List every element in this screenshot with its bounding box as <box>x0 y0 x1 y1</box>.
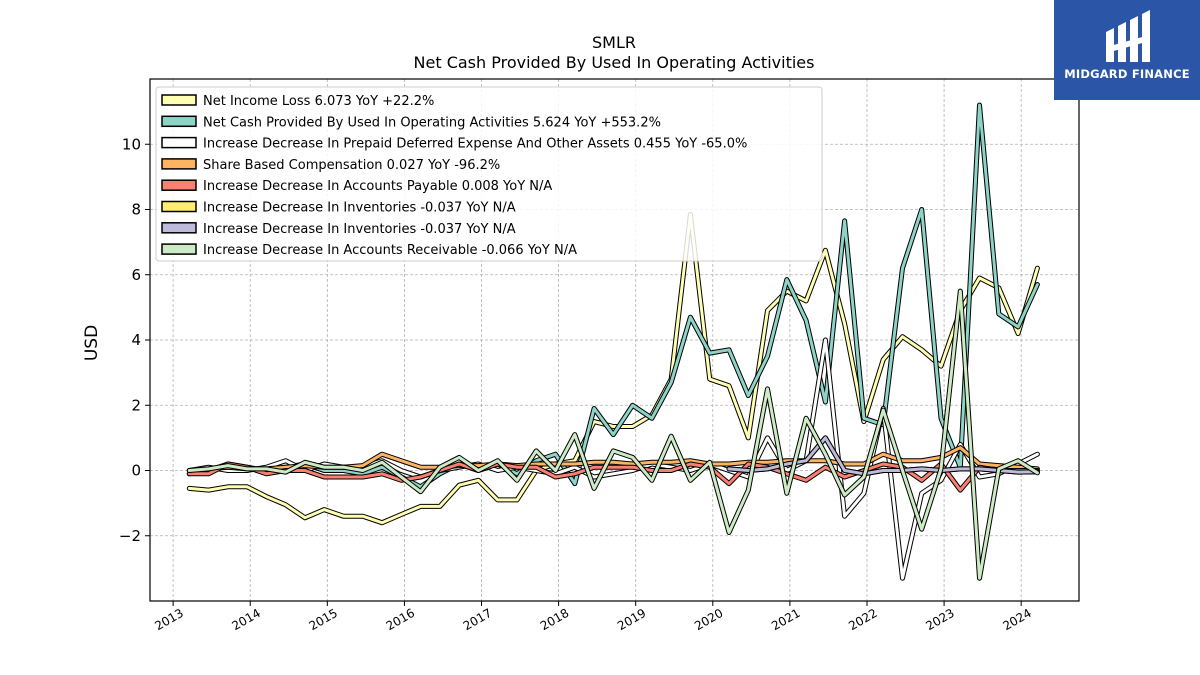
legend-label: Increase Decrease In Inventories -0.037 … <box>203 222 516 237</box>
brand-logo: MIDGARD FINANCE <box>1054 0 1200 100</box>
y-axis-label: USD <box>82 325 102 361</box>
series-line-increase-decrease-in-accounts-payable <box>187 462 1039 492</box>
legend-label: Increase Decrease In Accounts Payable 0.… <box>203 179 552 194</box>
x-tick-label: 2022 <box>846 606 879 633</box>
x-tick-label: 2021 <box>769 606 802 633</box>
legend-swatch <box>161 136 197 149</box>
x-tick-label: 2015 <box>307 606 340 633</box>
chart-subtitle: Net Cash Provided By Used In Operating A… <box>414 53 815 72</box>
legend: Net Income Loss 6.073 YoY +22.2% Net Cash… <box>155 86 823 262</box>
y-tick-label: 6 <box>131 266 141 284</box>
y-axis-ticks: −2 0 2 4 6 8 10 <box>119 135 150 545</box>
legend-swatch <box>161 222 197 234</box>
legend-label: Net Income Loss 6.073 YoY +22.2% <box>203 94 434 109</box>
y-tick-label: 0 <box>131 462 141 480</box>
x-tick-label: 2018 <box>538 606 571 633</box>
logo-text: MIDGARD FINANCE <box>1064 67 1190 81</box>
data-series <box>186 102 1040 581</box>
legend-label: Share Based Compensation 0.027 YoY -96.2… <box>203 158 500 173</box>
y-tick-label: 4 <box>131 331 141 349</box>
legend-swatch <box>161 179 197 191</box>
x-tick-label: 2023 <box>923 606 956 633</box>
x-tick-label: 2019 <box>615 606 648 633</box>
legend-swatch <box>161 243 197 255</box>
legend-swatch <box>161 115 197 128</box>
chart-title: SMLR <box>592 33 636 52</box>
series-line-net-income-loss <box>187 212 1039 525</box>
x-tick-label: 2017 <box>461 606 494 633</box>
x-tick-label: 2020 <box>692 606 725 633</box>
x-tick-label: 2014 <box>229 606 262 633</box>
x-axis-ticks: 2013 2014 2015 2016 2017 2018 2019 2020 2021 2022… <box>152 601 1034 633</box>
x-tick-label: 2013 <box>152 606 185 633</box>
x-tick-label: 2024 <box>1000 606 1033 633</box>
x-tick-label: 2016 <box>384 606 417 633</box>
legend-swatch <box>161 94 197 106</box>
plot-frame <box>149 78 1080 602</box>
logo-mark-icon <box>1106 10 1150 62</box>
y-tick-label: 2 <box>131 396 141 414</box>
y-tick-label: 8 <box>131 201 141 219</box>
legend-label: Net Cash Provided By Used In Operating A… <box>203 115 661 130</box>
legend-swatch <box>161 158 197 170</box>
legend-label: Increase Decrease In Inventories -0.037 … <box>203 201 516 216</box>
series-line-increase-decrease-in-accounts-receivable <box>187 289 1039 580</box>
legend-label: Increase Decrease In Accounts Receivable… <box>203 243 577 258</box>
series-line-net-cash-provided-by-used-in-operating-activities <box>187 103 1039 489</box>
y-tick-label: 10 <box>122 135 141 153</box>
legend-swatch <box>161 200 197 213</box>
legend-label: Increase Decrease In Prepaid Deferred Ex… <box>203 137 747 152</box>
y-tick-label: −2 <box>119 527 141 545</box>
legend-box <box>155 86 823 262</box>
